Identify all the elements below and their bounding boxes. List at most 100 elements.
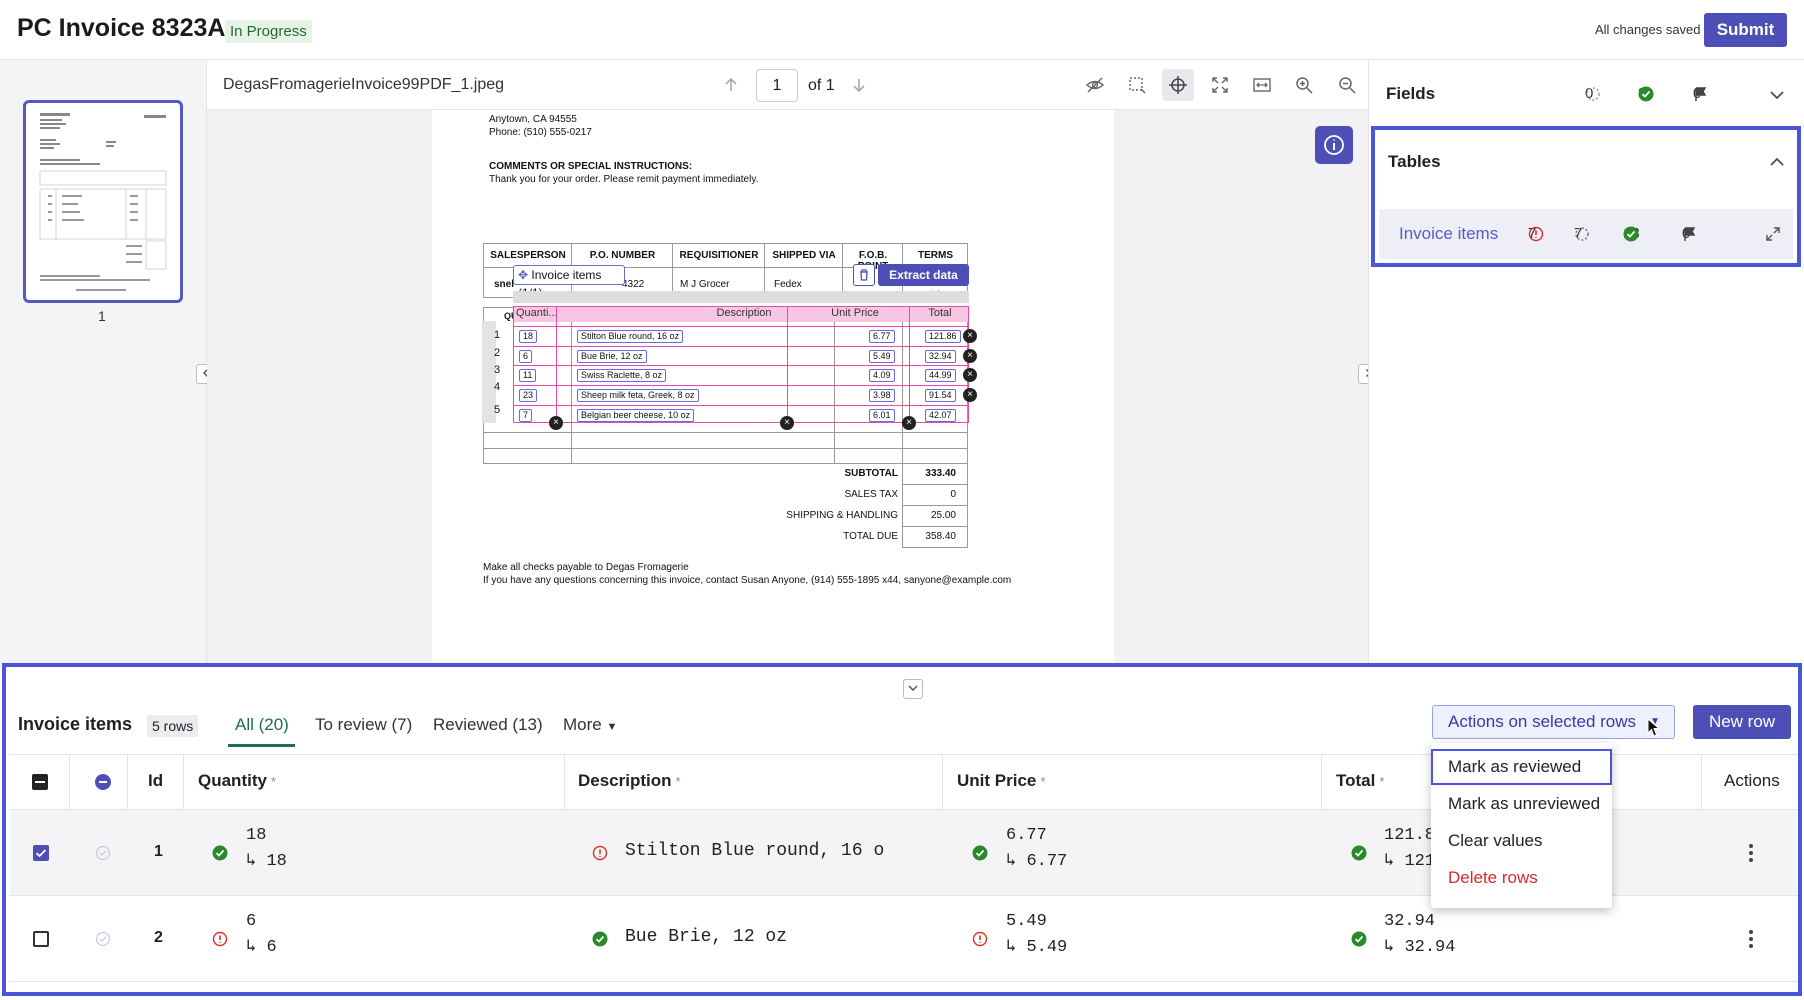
prev-page-button[interactable] (715, 69, 747, 101)
quantity-source: ↳ 18 (246, 850, 287, 871)
submit-button[interactable]: Submit (1704, 13, 1787, 47)
table-item-name[interactable]: Invoice items (1399, 224, 1499, 243)
grid-desc-field[interactable]: Swiss Raclette, 8 oz (577, 369, 667, 382)
app-header: PC Invoice 8323A In Progress All changes… (0, 0, 1804, 60)
actions-on-selected-rows-button[interactable]: Actions on selected rows ▼ (1432, 705, 1675, 739)
quantity-value[interactable]: 18 (246, 826, 267, 845)
quantity-value[interactable]: 6 (246, 912, 257, 931)
grid-row[interactable]: 6 Bue Brie, 12 oz 5.49 32.94 × (513, 346, 977, 365)
thumbnail-page-number: 1 (98, 308, 106, 324)
grid-qty-field[interactable]: 18 (519, 330, 538, 343)
tab-reviewed[interactable]: Reviewed (13) (433, 715, 543, 734)
more-actions-icon[interactable] (1749, 844, 1753, 862)
remove-row-icon[interactable]: × (963, 388, 977, 402)
menu-item-mark-reviewed[interactable]: Mark as reviewed (1431, 749, 1612, 785)
grid-qty-field[interactable]: 7 (519, 409, 533, 422)
select-all-checkbox[interactable] (32, 774, 48, 790)
review-all-toggle[interactable] (95, 774, 111, 790)
menu-item-mark-unreviewed[interactable]: Mark as unreviewed (1448, 794, 1601, 813)
grid-total-field[interactable]: 121.86 (925, 330, 961, 343)
grid-row[interactable]: 23 Sheep milk feta, Greek, 8 oz 3.98 91.54 × (513, 385, 977, 405)
next-page-button[interactable] (843, 69, 875, 101)
column-header-total[interactable]: Total * (1336, 771, 1384, 791)
grid-total-field[interactable]: 32.94 (925, 350, 956, 363)
fit-width-button[interactable] (1246, 69, 1278, 101)
tab-more[interactable]: More ▼ (563, 715, 617, 735)
new-row-button[interactable]: New row (1693, 705, 1791, 739)
menu-item-delete-rows[interactable]: Delete rows (1448, 868, 1538, 887)
remove-row-icon[interactable]: × (963, 329, 977, 343)
delete-table-button[interactable] (853, 264, 875, 286)
review-status-icon[interactable] (95, 845, 111, 861)
more-actions-icon[interactable] (1749, 930, 1753, 948)
chevron-down-icon[interactable] (1769, 87, 1785, 103)
collapse-bottom-panel-button[interactable] (903, 679, 923, 699)
grid-price-field[interactable]: 5.49 (869, 350, 895, 363)
grid-price-field[interactable]: 3.98 (869, 389, 895, 402)
grid-desc-field[interactable]: Sheep milk feta, Greek, 8 oz (577, 389, 699, 402)
unit-price-value[interactable]: 6.77 (1006, 826, 1047, 845)
row-checkbox[interactable] (33, 845, 49, 861)
review-status-icon[interactable] (95, 931, 111, 947)
toggle-highlights-button[interactable] (1079, 69, 1111, 101)
fit-page-button[interactable] (1204, 69, 1236, 101)
grid-row[interactable]: 7 Belgian beer cheese, 10 oz 6.01 42.07 (513, 405, 969, 426)
grid-total-field[interactable]: 42.07 (925, 409, 956, 422)
grid-row[interactable]: 18 Stilton Blue round, 16 oz 6.77 121.86 × (513, 326, 977, 346)
column-header-unit-price[interactable]: Unit Price * (957, 771, 1045, 791)
total-value[interactable]: 121.86 (1384, 826, 1446, 845)
remove-row-icon[interactable]: × (963, 368, 977, 382)
grid-price-field[interactable]: 4.09 (869, 369, 895, 382)
grid-column-separator[interactable] (787, 306, 788, 423)
grid-column-separator[interactable] (556, 306, 557, 423)
table-overlay-label[interactable]: ✥ Invoice items (1/1) (513, 265, 625, 300)
fit-page-icon (1212, 77, 1228, 93)
grid-price-field[interactable]: 6.01 (869, 409, 895, 422)
grid-desc-field[interactable]: Belgian beer cheese, 10 oz (577, 409, 695, 422)
table-item-invoice-items[interactable]: Invoice items 7 7 13 0 (1379, 209, 1793, 259)
remove-row-icon[interactable]: × (963, 349, 977, 363)
tab-to-review[interactable]: To review (7) (315, 715, 413, 734)
unit-price-value[interactable]: 5.49 (1006, 912, 1047, 931)
grid-total-field[interactable]: 44.99 (925, 369, 956, 382)
unit-price-source: ↳ 6.77 (1006, 850, 1067, 871)
page-number-input[interactable]: 1 (756, 69, 798, 102)
table-row[interactable]: 2 6 ↳ 6 Bue Brie, 12 oz 5.49 ↳ 5.49 32.9… (10, 896, 1798, 982)
grid-desc-field[interactable]: Stilton Blue round, 16 oz (577, 330, 684, 343)
doc-address: Anytown, CA 94555 (489, 114, 577, 125)
total-source-value: 32.94 (1404, 938, 1456, 957)
zoom-out-button[interactable] (1331, 69, 1363, 101)
crosshair-button[interactable] (1162, 69, 1194, 101)
grid-price-field[interactable]: 6.77 (869, 330, 895, 343)
remove-column-icon[interactable]: × (549, 416, 563, 430)
expand-icon[interactable] (1765, 226, 1781, 242)
column-header-quantity[interactable]: Quantity * (198, 771, 276, 791)
total-value[interactable]: 32.94 (1384, 912, 1436, 931)
zoom-in-button[interactable] (1288, 69, 1320, 101)
description-value[interactable]: Bue Brie, 12 oz (625, 927, 788, 947)
column-header-description[interactable]: Description * (578, 771, 681, 791)
row-checkbox[interactable] (33, 931, 49, 947)
menu-item-clear-values[interactable]: Clear values (1448, 831, 1543, 850)
grid-qty-field[interactable]: 11 (519, 369, 537, 382)
grid-row-num: 2 (494, 347, 501, 359)
page-thumbnail[interactable] (23, 100, 183, 303)
doc-total-label: SUBTOTAL (844, 468, 898, 479)
grid-qty-field[interactable]: 6 (519, 350, 533, 363)
remove-column-icon[interactable]: × (902, 416, 916, 430)
grid-column-separator[interactable] (909, 306, 910, 423)
grid-qty-field[interactable]: 23 (519, 389, 538, 402)
select-region-button[interactable] (1121, 69, 1153, 101)
grid-total-field[interactable]: 91.54 (925, 389, 956, 402)
arrow-down-icon (853, 79, 865, 93)
description-value[interactable]: Stilton Blue round, 16 o (625, 841, 885, 861)
extract-data-button[interactable]: Extract data (878, 264, 969, 286)
remove-column-icon[interactable]: × (780, 416, 794, 430)
info-button[interactable] (1315, 126, 1353, 164)
grid-desc-field[interactable]: Bue Brie, 12 oz (577, 350, 647, 363)
table-extraction-grid[interactable]: Quanti... Description Unit Price Total (513, 306, 969, 423)
tab-all[interactable]: All (20) (235, 715, 289, 734)
grid-col-price: Unit Price (831, 307, 879, 319)
grid-row[interactable]: 11 Swiss Raclette, 8 oz 4.09 44.99 × (513, 365, 977, 385)
chevron-up-icon[interactable] (1769, 154, 1785, 170)
